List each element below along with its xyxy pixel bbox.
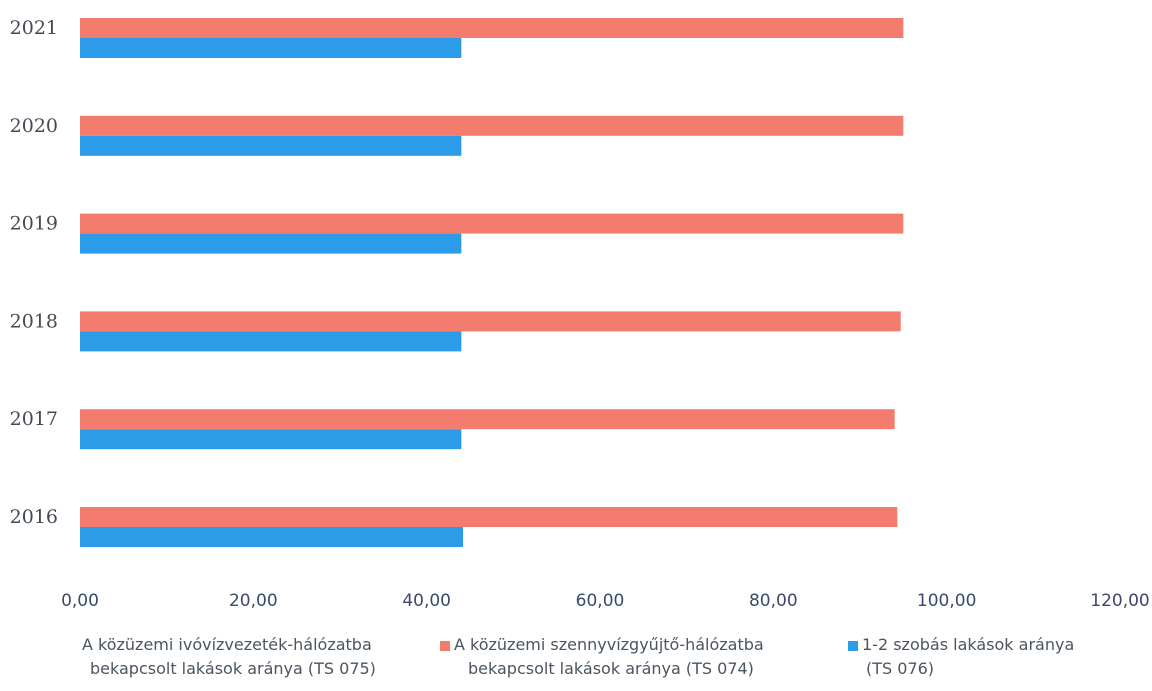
legend-label-line1: 1-2 szobás lakások aránya (862, 635, 1075, 654)
category-label: 2019 (10, 213, 58, 235)
bar-ts076 (80, 331, 462, 352)
category-label: 2021 (10, 17, 58, 39)
bar-ts074 (80, 213, 904, 234)
x-tick-label: 120,00 (1090, 591, 1149, 611)
legend-label-line1: A közüzemi szennyvízgyűjtő-hálózatba (454, 635, 764, 654)
bar-ts074 (80, 311, 901, 332)
legend-swatch-ts074 (440, 641, 450, 651)
category-label: 2018 (10, 310, 58, 332)
legend-label-line2: (TS 076) (866, 659, 935, 678)
bar-ts076 (80, 527, 464, 547)
bar-ts076 (80, 233, 462, 254)
x-tick-label: 80,00 (749, 591, 798, 611)
x-tick-label: 40,00 (402, 591, 451, 611)
bar-ts074 (80, 507, 898, 527)
chart-legend: A közüzemi ivóvízvezeték-hálózatba bekap… (60, 633, 1140, 691)
bar-ts076 (80, 135, 462, 156)
category-label: 2020 (10, 115, 58, 137)
x-tick-label: 100,00 (917, 591, 976, 611)
bar-ts074 (80, 409, 895, 430)
x-tick-label: 60,00 (576, 591, 625, 611)
legend-label-line1: A közüzemi ivóvízvezeték-hálózatba (82, 635, 372, 654)
bar-ts074 (80, 18, 904, 38)
x-tick-label: 20,00 (229, 591, 278, 611)
category-label: 2016 (10, 506, 58, 528)
bar-chart: 2021 2020 2019 2018 2017 2016 0,00 20,00 40,00 60… (10, 17, 1150, 611)
legend-item-ts076: 1-2 szobás lakások aránya (TS 076) (848, 633, 1074, 681)
category-label: 2017 (10, 408, 58, 430)
bar-ts074 (80, 115, 904, 136)
legend-label-line2: bekapcsolt lakások aránya (TS 074) (468, 659, 754, 678)
x-tick-label: 0,00 (61, 591, 99, 611)
legend-swatch-ts076 (848, 641, 858, 651)
legend-label-line2: bekapcsolt lakások aránya (TS 075) (90, 659, 376, 678)
bar-ts076 (80, 429, 462, 450)
legend-item-ts074: A közüzemi szennyvízgyűjtő-hálózatba bek… (440, 633, 764, 681)
legend-item-ts075: A közüzemi ivóvízvezeték-hálózatba bekap… (82, 633, 376, 681)
bar-ts076 (80, 38, 462, 58)
